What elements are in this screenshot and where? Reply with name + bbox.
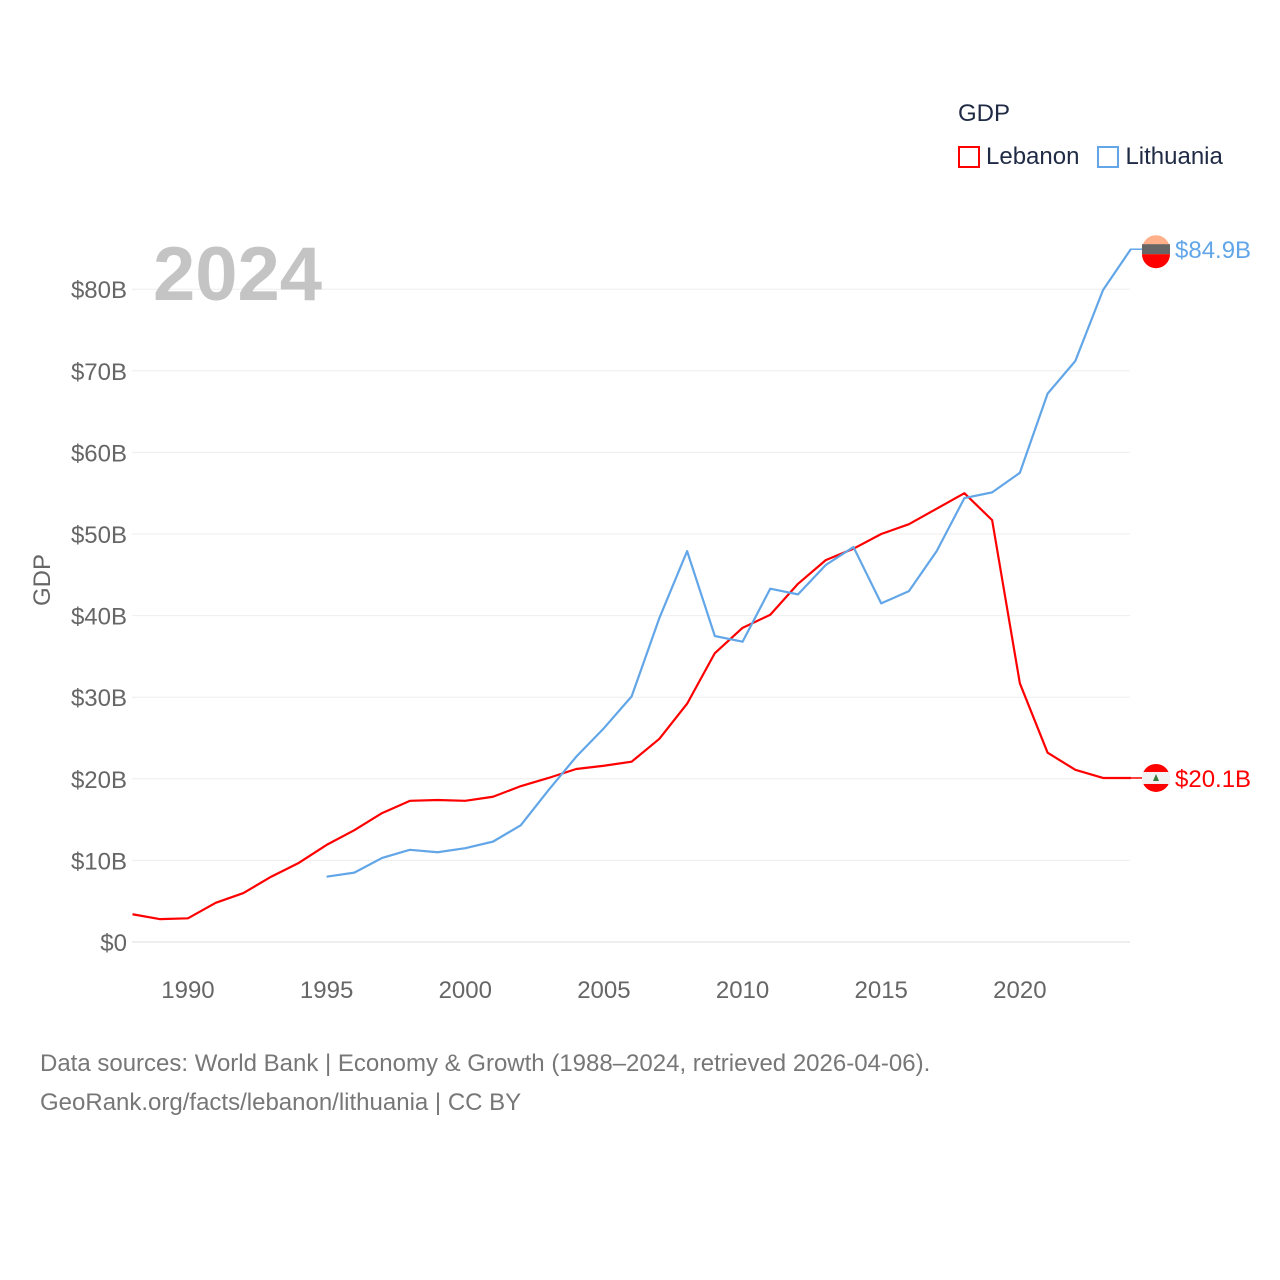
- x-tick-label: 2020: [993, 977, 1046, 1004]
- legend-item-lebanon[interactable]: Lebanon: [958, 143, 1079, 171]
- y-tick-label: $20B: [71, 767, 127, 794]
- series-line-lebanon: [132, 492, 1131, 921]
- legend-swatch-lebanon: [958, 146, 980, 168]
- flag-stripe: [1142, 254, 1170, 269]
- legend-swatch-lithuania: [1097, 146, 1120, 168]
- flag-stripe: [1142, 244, 1170, 255]
- x-tick-label: 1995: [300, 977, 353, 1004]
- footer: Data sources: World Bank | Economy & Gro…: [40, 1044, 930, 1122]
- x-tick-label: 1990: [161, 977, 214, 1004]
- y-tick-label: $30B: [71, 685, 127, 712]
- y-tick-label: $10B: [71, 848, 127, 875]
- x-tick-label: 2015: [855, 977, 908, 1004]
- cedar-icon: [1153, 773, 1159, 781]
- year-label: 2024: [153, 232, 322, 317]
- legend-label: Lebanon: [986, 143, 1080, 170]
- legend-label: Lithuania: [1125, 143, 1223, 170]
- source-note: Data sources: World Bank | Economy & Gro…: [40, 1050, 931, 1077]
- x-tick-label: 2000: [439, 977, 492, 1004]
- y-axis-label: GDP: [29, 554, 56, 606]
- end-value-label: $84.9B: [1175, 237, 1251, 264]
- y-tick-label: $0: [100, 930, 127, 957]
- x-tick-label: 2005: [577, 977, 630, 1004]
- attribution[interactable]: GeoRank.org/facts/lebanon/lithuania | CC…: [40, 1089, 522, 1116]
- y-tick-label: $40B: [71, 604, 127, 631]
- y-tick-label: $60B: [71, 440, 127, 467]
- y-tick-label: $80B: [71, 277, 127, 304]
- end-value-label: $20.1B: [1175, 766, 1251, 793]
- y-tick-label: $70B: [71, 359, 127, 386]
- series-line-lithuania: [326, 248, 1132, 878]
- y-tick-label: $50B: [71, 522, 127, 549]
- legend: Lebanon Lithuania: [958, 143, 1223, 171]
- legend-title: GDP: [958, 100, 1011, 127]
- legend-item-lithuania[interactable]: Lithuania: [1097, 143, 1223, 171]
- x-tick-label: 2010: [716, 977, 769, 1004]
